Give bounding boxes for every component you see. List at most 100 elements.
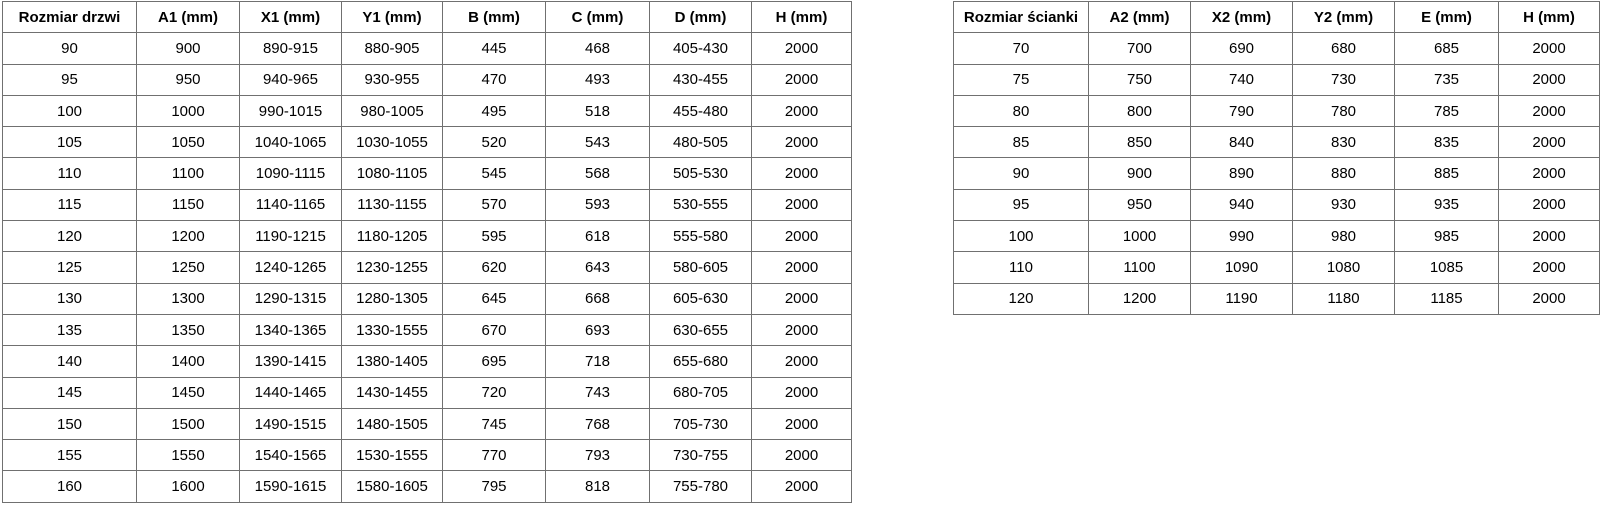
column-header: Rozmiar ścianki: [953, 0, 1089, 34]
column-header: H (mm): [751, 0, 852, 34]
table-cell: 785: [1394, 94, 1499, 128]
table-cell: 518: [545, 94, 650, 128]
table-cell: 2000: [751, 282, 852, 315]
table-cell: 145: [2, 376, 137, 409]
table-cell: 1490-1515: [239, 407, 342, 441]
column-header: Y2 (mm): [1292, 0, 1395, 34]
table-cell: 2000: [1498, 251, 1600, 284]
table-cell: 90: [953, 157, 1089, 190]
table-cell: 570: [442, 188, 546, 222]
table-header-row: Rozmiar drzwi A1 (mm) X1 (mm) Y1 (mm) B (mm)…: [2, 0, 852, 34]
table-cell: 990-1015: [239, 94, 342, 128]
table-cell: 1090: [1190, 251, 1293, 284]
table-row: 150 1500 1490-1515 1480-1505 745 768 705-730 20…: [2, 407, 852, 441]
table-cell: 2000: [751, 470, 852, 503]
column-header: D (mm): [649, 0, 752, 34]
table-cell: 580-605: [649, 251, 752, 284]
table-cell: 100: [2, 94, 137, 128]
table-cell: 885: [1394, 157, 1499, 190]
table-cell: 2000: [751, 32, 852, 65]
table-row: 120 1200 1190-1215 1180-1205 595 618 555-580 20…: [2, 220, 852, 253]
table-cell: 880-905: [341, 32, 443, 65]
table-cell: 1240-1265: [239, 251, 342, 284]
table-row: 75 750 740 730 735 2000: [953, 63, 1600, 96]
table-cell: 140: [2, 345, 137, 378]
table-cell: 1100: [136, 157, 240, 190]
table-cell: 405-430: [649, 32, 752, 65]
table-cell: 745: [442, 407, 546, 441]
table-cell: 1250: [136, 251, 240, 284]
table-cell: 120: [2, 220, 137, 253]
table-cell: 468: [545, 32, 650, 65]
table-cell: 80: [953, 94, 1089, 128]
table-cell: 85: [953, 126, 1089, 159]
column-header: X2 (mm): [1190, 0, 1293, 34]
table-header-row: Rozmiar ścianki A2 (mm) X2 (mm) Y2 (mm) E (m…: [953, 0, 1600, 34]
table-cell: 593: [545, 188, 650, 222]
table-cell: 568: [545, 157, 650, 190]
table-cell: 2000: [751, 94, 852, 128]
table-cell: 980-1005: [341, 94, 443, 128]
table-cell: 2000: [751, 313, 852, 347]
table-cell: 1550: [136, 439, 240, 472]
table-cell: 1100: [1088, 251, 1191, 284]
table-row: 90 900 890 880 885 2000: [953, 157, 1600, 190]
table-cell: 950: [1088, 188, 1191, 222]
table-cell: 100: [953, 220, 1089, 253]
table-cell: 2000: [751, 220, 852, 253]
table-cell: 1185: [1394, 282, 1499, 315]
table-cell: 555-580: [649, 220, 752, 253]
table-cell: 125: [2, 251, 137, 284]
table-cell: 1140-1165: [239, 188, 342, 222]
table-cell: 2000: [751, 126, 852, 159]
table-cell: 455-480: [649, 94, 752, 128]
table-cell: 750: [1088, 63, 1191, 96]
table-cell: 2000: [751, 439, 852, 472]
table-cell: 990: [1190, 220, 1293, 253]
table-cell: 530-555: [649, 188, 752, 222]
table-cell: 75: [953, 63, 1089, 96]
table-cell: 1200: [1088, 282, 1191, 315]
table-cell: 1330-1555: [341, 313, 443, 347]
column-header: C (mm): [545, 0, 650, 34]
table-cell: 495: [442, 94, 546, 128]
table-row: 155 1550 1540-1565 1530-1555 770 793 730-755 20…: [2, 439, 852, 472]
table-cell: 655-680: [649, 345, 752, 378]
table-cell: 950: [136, 63, 240, 96]
table-row: 95 950 940-965 930-955 470 493 430-455 2000: [2, 63, 852, 96]
table-cell: 543: [545, 126, 650, 159]
table-cell: 480-505: [649, 126, 752, 159]
column-header: X1 (mm): [239, 0, 342, 34]
table-cell: 890-915: [239, 32, 342, 65]
table-row: 95 950 940 930 935 2000: [953, 188, 1600, 222]
table-cell: 1530-1555: [341, 439, 443, 472]
column-header: A1 (mm): [136, 0, 240, 34]
table-cell: 155: [2, 439, 137, 472]
table-cell: 818: [545, 470, 650, 503]
table-cell: 110: [953, 251, 1089, 284]
table-cell: 1180-1205: [341, 220, 443, 253]
table-row: 105 1050 1040-1065 1030-1055 520 543 480-505 20…: [2, 126, 852, 159]
table-cell: 1050: [136, 126, 240, 159]
table-cell: 1340-1365: [239, 313, 342, 347]
table-cell: 470: [442, 63, 546, 96]
table-cell: 1130-1155: [341, 188, 443, 222]
table-cell: 493: [545, 63, 650, 96]
table-cell: 1000: [1088, 220, 1191, 253]
column-header: A2 (mm): [1088, 0, 1191, 34]
table-cell: 1600: [136, 470, 240, 503]
table-cell: 90: [2, 32, 137, 65]
table-cell: 2000: [1498, 157, 1600, 190]
table-cell: 2000: [751, 188, 852, 222]
table-cell: 1430-1455: [341, 376, 443, 409]
table-cell: 935: [1394, 188, 1499, 222]
table-cell: 1400: [136, 345, 240, 378]
table-cell: 1180: [1292, 282, 1395, 315]
table-cell: 1590-1615: [239, 470, 342, 503]
table-cell: 940: [1190, 188, 1293, 222]
table-cell: 670: [442, 313, 546, 347]
table-cell: 700: [1088, 32, 1191, 65]
table-cell: 2000: [751, 63, 852, 96]
table-cell: 930-955: [341, 63, 443, 96]
